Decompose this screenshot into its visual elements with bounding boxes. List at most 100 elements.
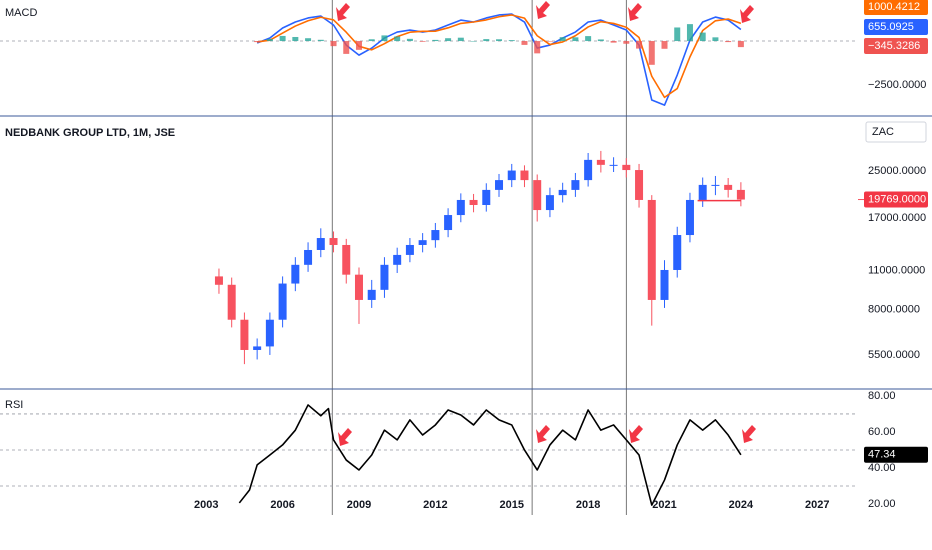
histogram-bar — [266, 38, 273, 42]
histogram-bar — [305, 38, 312, 42]
candle-body — [533, 180, 542, 211]
series-line — [256, 13, 742, 106]
candle-body — [571, 180, 580, 190]
candle-body — [253, 346, 262, 350]
series-line — [257, 14, 742, 99]
candle-body — [227, 284, 236, 320]
candle-body — [495, 180, 504, 190]
last-value-box — [864, 0, 928, 15]
candle-body — [584, 159, 593, 181]
x-tick-label: 2018 — [576, 499, 600, 511]
candle-body — [622, 164, 631, 171]
y-tick-label: 25000.0000 — [868, 165, 926, 177]
histogram-bar — [381, 35, 388, 42]
symbol-title: NEDBANK GROUP LTD, 1M, JSE — [5, 127, 175, 139]
histogram-bar — [725, 41, 732, 43]
last-value: 655.0925 — [868, 21, 914, 33]
histogram-bar — [712, 37, 719, 42]
arrow — [742, 425, 756, 443]
histogram-bar — [534, 41, 541, 54]
histogram-bar — [292, 36, 299, 42]
histogram-bar — [737, 41, 744, 48]
candle-body — [405, 244, 414, 255]
histogram-bar — [254, 41, 261, 43]
x-tick-label: 2009 — [347, 499, 371, 511]
candle-body — [469, 199, 478, 205]
candle-body — [431, 230, 440, 241]
histogram-bar — [470, 41, 477, 42]
rsi-title: RSI — [5, 399, 23, 411]
histogram-bar — [597, 39, 604, 42]
candle-body — [278, 283, 287, 320]
candle-body — [660, 269, 669, 300]
y-tick-label: 11000.0000 — [868, 265, 925, 277]
candle-body — [456, 199, 465, 216]
arrow — [536, 425, 550, 443]
x-tick-label: 2012 — [423, 499, 447, 511]
arrow — [629, 425, 643, 443]
arrow — [536, 1, 550, 19]
histogram-bar — [330, 41, 337, 47]
last-value: −345.3286 — [868, 40, 920, 52]
candle-body — [240, 319, 249, 350]
candle-body — [647, 199, 656, 300]
candle-body — [367, 289, 376, 300]
candle-body — [380, 264, 389, 290]
histogram-bar — [674, 27, 681, 42]
histogram-bar — [394, 36, 401, 42]
x-tick-label: 2027 — [805, 499, 829, 511]
series-line — [238, 404, 742, 506]
candle-body — [444, 215, 453, 231]
histogram-bar — [636, 41, 643, 49]
x-tick-label: 2021 — [652, 499, 676, 511]
candle-body — [482, 189, 491, 205]
candle-body — [545, 195, 554, 211]
last-value: 1000.4212 — [868, 1, 920, 13]
y-tick-label: 20.00 — [868, 498, 896, 510]
candle-body — [736, 189, 745, 200]
last-value-box — [864, 446, 928, 463]
y-tick-label: 60.00 — [868, 426, 896, 438]
candle-body — [685, 199, 694, 236]
histogram-bar — [355, 41, 362, 50]
candle-body — [304, 249, 313, 265]
arrow — [628, 3, 642, 21]
y-tick-label: 17000.0000 — [868, 212, 926, 224]
y-tick-label: 80.00 — [868, 390, 896, 402]
histogram-bar — [343, 41, 350, 54]
candle-body — [596, 159, 605, 165]
histogram-bar — [432, 39, 439, 42]
y-tick-label: 5500.0000 — [868, 349, 920, 361]
histogram-bar — [457, 37, 464, 42]
histogram-bar — [419, 41, 426, 42]
histogram-bar — [521, 41, 528, 45]
candle-body — [507, 170, 516, 181]
x-tick-label: 2024 — [729, 499, 754, 511]
histogram-bar — [648, 41, 655, 65]
histogram-bar — [572, 37, 579, 42]
candle-body — [711, 184, 720, 186]
candle-body — [609, 164, 618, 166]
histogram-bar — [406, 38, 413, 42]
y-tick-label: −2500.0000 — [868, 79, 926, 91]
candle-body — [329, 238, 338, 245]
arrow — [338, 428, 352, 446]
candle-body — [698, 184, 707, 200]
candle-body — [635, 170, 644, 200]
last-price-box — [864, 191, 928, 208]
histogram-bar — [508, 40, 515, 42]
candle-body — [354, 274, 363, 300]
histogram-bar — [483, 39, 490, 42]
x-tick-label: 2003 — [194, 499, 218, 511]
last-value-box — [864, 19, 928, 35]
histogram-bar — [623, 41, 630, 44]
histogram-bar — [699, 32, 706, 42]
histogram-bar — [559, 37, 566, 42]
histogram-bar — [279, 35, 286, 42]
histogram-bar — [546, 41, 553, 42]
last-value-box — [864, 38, 928, 54]
candle-body — [265, 319, 274, 347]
macd-title: MACD — [5, 7, 37, 19]
histogram-bar — [661, 41, 668, 49]
